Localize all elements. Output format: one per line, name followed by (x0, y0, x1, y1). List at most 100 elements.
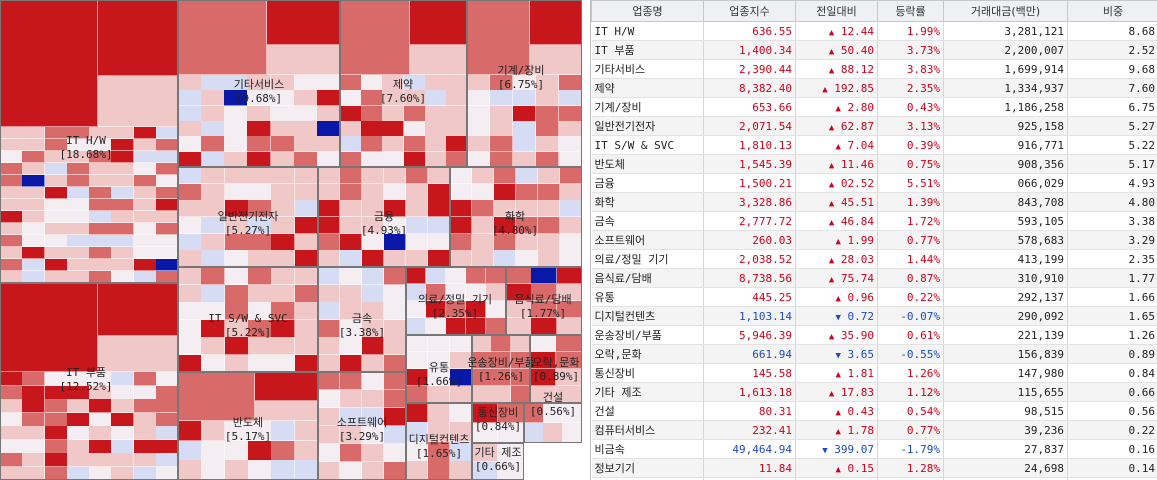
treemap-tile[interactable] (98, 283, 178, 336)
treemap-tile[interactable] (530, 369, 556, 386)
treemap-tile[interactable] (494, 167, 516, 184)
table-row[interactable]: 출판/매체복제3,817.38▲51.941.38%24,5710.14 (591, 477, 1157, 480)
table-row[interactable]: 건설 80.31 ▲ 0.43 0.54% 98,515 0.56 (591, 401, 1157, 421)
sector-name-cell[interactable]: 기타 제조 (591, 382, 704, 402)
treemap-tile[interactable] (340, 408, 362, 426)
table-row[interactable]: 금속 2,777.72 ▲ 46.84 1.72% 593,105 3.38 (591, 211, 1157, 231)
sector-name-cell[interactable]: IT 부품 (591, 40, 704, 60)
treemap-sector[interactable] (406, 335, 472, 403)
treemap-tile[interactable] (406, 422, 428, 442)
treemap-tile[interactable] (472, 217, 494, 234)
sector-name-cell[interactable]: 의료/정밀 기기 (591, 249, 704, 269)
treemap-tile[interactable] (406, 267, 426, 284)
treemap-tile[interactable] (406, 200, 428, 217)
treemap-tile[interactable] (362, 372, 384, 390)
treemap-tile[interactable] (406, 335, 428, 352)
treemap-tile[interactable] (0, 0, 98, 127)
treemap-tile[interactable] (406, 167, 428, 184)
treemap-tile[interactable] (467, 90, 490, 106)
treemap-tile[interactable] (340, 267, 362, 285)
table-row[interactable]: IT 부품 1,400.34 ▲ 50.40 3.73% 2,200,007 2.52 (591, 40, 1157, 60)
table-row[interactable]: 기타서비스 2,390.44 ▲ 88.12 3.83% 1,699,914 9.68 (591, 59, 1157, 79)
treemap-sector[interactable] (472, 403, 524, 443)
treemap-tile[interactable] (446, 284, 466, 301)
treemap-tile[interactable] (516, 167, 538, 184)
treemap-tile[interactable] (318, 200, 340, 217)
treemap-tile[interactable] (406, 352, 428, 369)
treemap-tile[interactable] (271, 337, 295, 355)
treemap-tile[interactable] (318, 217, 340, 234)
treemap-tile[interactable] (543, 403, 563, 423)
treemap-tile[interactable] (530, 352, 556, 369)
treemap-tile[interactable] (22, 127, 45, 139)
treemap-tile[interactable] (472, 200, 494, 217)
treemap-tile[interactable] (318, 167, 340, 184)
treemap-tile[interactable] (22, 372, 45, 386)
treemap-tile[interactable] (362, 390, 384, 408)
sector-name-cell[interactable]: 건설 (591, 401, 704, 421)
treemap-sector[interactable] (318, 167, 450, 267)
table-row[interactable]: 음식료/담배 8,738.56 ▲ 75.74 0.87% 310,910 1.77 (591, 268, 1157, 288)
treemap-tile[interactable] (557, 284, 582, 301)
treemap-tile[interactable] (340, 372, 362, 390)
treemap-tile[interactable] (255, 372, 318, 401)
treemap-tile[interactable] (382, 136, 404, 152)
treemap-tile[interactable] (536, 136, 559, 152)
treemap-tile[interactable] (22, 223, 45, 235)
treemap-tile[interactable] (271, 200, 295, 217)
treemap-tile[interactable] (318, 267, 340, 285)
treemap-tile[interactable] (410, 0, 467, 45)
treemap-tile[interactable] (557, 301, 582, 318)
treemap-tile[interactable] (538, 217, 560, 234)
table-row[interactable]: 기타 제조 1,613.18 ▲ 17.83 1.12% 115,655 0.66 (591, 382, 1157, 402)
treemap-tile[interactable] (410, 45, 467, 75)
treemap-sector[interactable] (506, 267, 582, 335)
treemap-tile[interactable] (513, 90, 536, 106)
treemap-tile[interactable] (318, 426, 340, 444)
sector-name-cell[interactable]: IT S/W & SVC (591, 135, 704, 155)
treemap-tile[interactable] (362, 337, 384, 355)
treemap-tile[interactable] (466, 301, 486, 318)
treemap-tile[interactable] (428, 369, 450, 386)
treemap-sector[interactable] (530, 335, 582, 403)
treemap-tile[interactable] (111, 175, 134, 187)
sector-name-cell[interactable]: 제약 (591, 78, 704, 98)
treemap-tile[interactable] (362, 217, 384, 234)
treemap-tile[interactable] (538, 200, 560, 217)
table-row[interactable]: 컴퓨터서비스 232.41 ▲ 1.78 0.77% 39,236 0.22 (591, 420, 1157, 440)
treemap-tile[interactable] (111, 426, 134, 440)
sector-name-cell[interactable]: 운송장비/부품 (591, 325, 704, 345)
treemap-tile[interactable] (201, 167, 225, 184)
treemap-tile[interactable] (428, 352, 450, 369)
treemap-tile[interactable] (340, 426, 362, 444)
treemap-tile[interactable] (472, 403, 498, 423)
treemap-tile[interactable] (111, 259, 134, 271)
treemap-sector[interactable] (340, 0, 467, 167)
treemap-tile[interactable] (22, 453, 45, 467)
treemap-tile[interactable] (340, 337, 362, 355)
treemap-tile[interactable] (494, 217, 516, 234)
treemap-tile[interactable] (382, 90, 404, 106)
sector-name-cell[interactable]: 반도체 (591, 154, 704, 174)
sector-name-cell[interactable]: 소프트웨어 (591, 230, 704, 250)
treemap-tile[interactable] (450, 217, 472, 234)
treemap-tile[interactable] (563, 403, 582, 423)
header-change-rate[interactable]: 등락률 (877, 0, 944, 22)
table-row[interactable]: 의료/정밀 기기 2,038.52 ▲ 28.03 1.44% 413,199 2.35 (591, 249, 1157, 269)
treemap-tile[interactable] (531, 284, 557, 301)
treemap-tile[interactable] (428, 422, 450, 442)
treemap-tile[interactable] (247, 90, 271, 106)
sector-name-cell[interactable]: 금융 (591, 173, 704, 193)
treemap-tile[interactable] (22, 199, 45, 211)
header-sector-name[interactable]: 업종명 (591, 0, 704, 22)
treemap-tile[interactable] (472, 462, 498, 480)
treemap-tile[interactable] (491, 369, 511, 386)
treemap-tile[interactable] (318, 444, 340, 462)
treemap-tile[interactable] (340, 217, 362, 234)
treemap-tile[interactable] (318, 337, 340, 355)
sector-name-cell[interactable]: 비금속 (591, 439, 704, 459)
treemap-tile[interactable] (384, 167, 406, 184)
treemap-tile[interactable] (201, 217, 225, 234)
treemap-tile[interactable] (490, 136, 513, 152)
treemap-tile[interactable] (0, 283, 98, 372)
